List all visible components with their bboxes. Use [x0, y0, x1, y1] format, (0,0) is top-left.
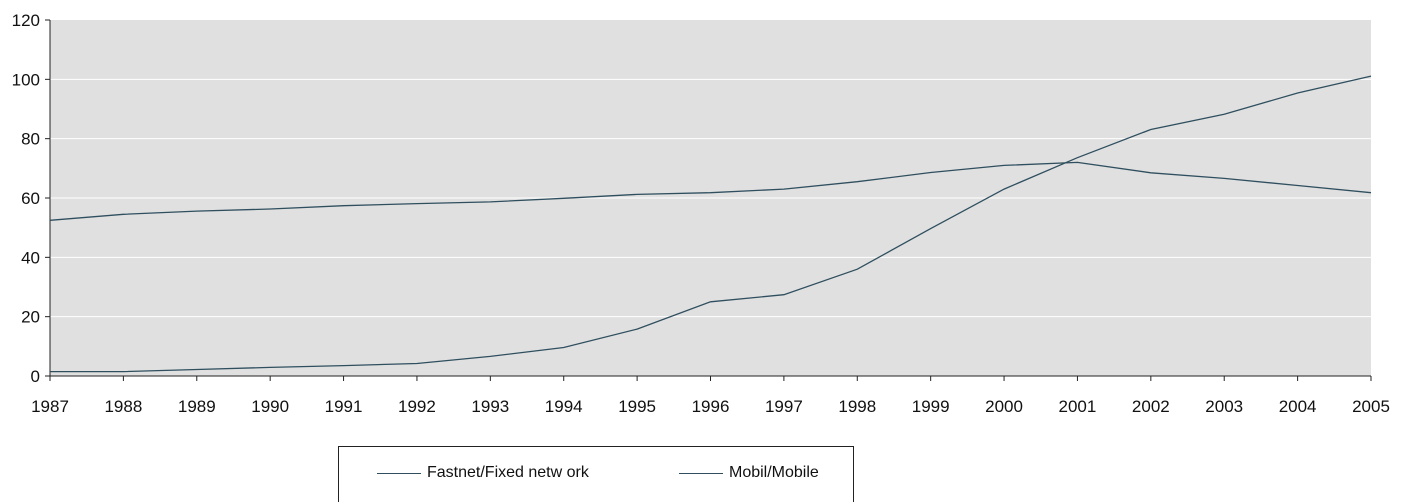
legend-swatch-fixed-network: [377, 472, 421, 474]
y-tick-label: 80: [21, 130, 40, 149]
legend-label-mobile: Mobil/Mobile: [729, 464, 819, 481]
x-tick-label: 1988: [104, 397, 142, 416]
y-tick-label: 0: [31, 367, 40, 386]
y-tick-label: 60: [21, 189, 40, 208]
x-tick-label: 1987: [31, 397, 69, 416]
y-tick-label: 100: [12, 70, 40, 89]
x-tick-label: 2001: [1059, 397, 1097, 416]
x-tick-label: 1994: [545, 397, 583, 416]
x-tick-label: 1996: [692, 397, 730, 416]
x-tick-label: 1997: [765, 397, 803, 416]
y-tick-label: 20: [21, 308, 40, 327]
legend: Fastnet/Fixed netw ork Mobil/Mobile: [338, 446, 854, 502]
legend-label-fixed-network: Fastnet/Fixed netw ork: [427, 464, 589, 481]
x-tick-label: 1999: [912, 397, 950, 416]
series-line-mobile: [50, 75, 1372, 373]
x-tick-label: 1991: [325, 397, 363, 416]
y-tick-label: 120: [12, 11, 40, 30]
axes: [45, 19, 1372, 381]
x-tick-label: 2000: [985, 397, 1023, 416]
legend-swatch-mobile: [679, 472, 723, 474]
series-line-fixed-network: [49, 161, 1372, 221]
series-lines: [49, 75, 1372, 373]
x-tick-label: 2005: [1352, 397, 1390, 416]
x-tick-label: 1989: [178, 397, 216, 416]
x-tick-label: 1993: [471, 397, 509, 416]
legend-item-fixed-network: Fastnet/Fixed netw ork: [377, 464, 589, 482]
x-tick-label: 1998: [838, 397, 876, 416]
gridlines: [50, 78, 1371, 318]
legend-item-mobile: Mobil/Mobile: [679, 464, 819, 482]
x-tick-label: 2002: [1132, 397, 1170, 416]
x-tick-label: 1990: [251, 397, 289, 416]
y-axis-tick-labels: 0 20 40 60 80 100 120: [12, 11, 40, 386]
x-tick-label: 1992: [398, 397, 436, 416]
x-tick-label: 2004: [1279, 397, 1317, 416]
y-tick-label: 40: [21, 248, 40, 267]
x-axis-tick-labels: 1987 1988 1989 1990 1991 1992 1993 1994 1995 1996…: [31, 397, 1390, 416]
x-tick-label: 2003: [1205, 397, 1243, 416]
x-tick-label: 1995: [618, 397, 656, 416]
